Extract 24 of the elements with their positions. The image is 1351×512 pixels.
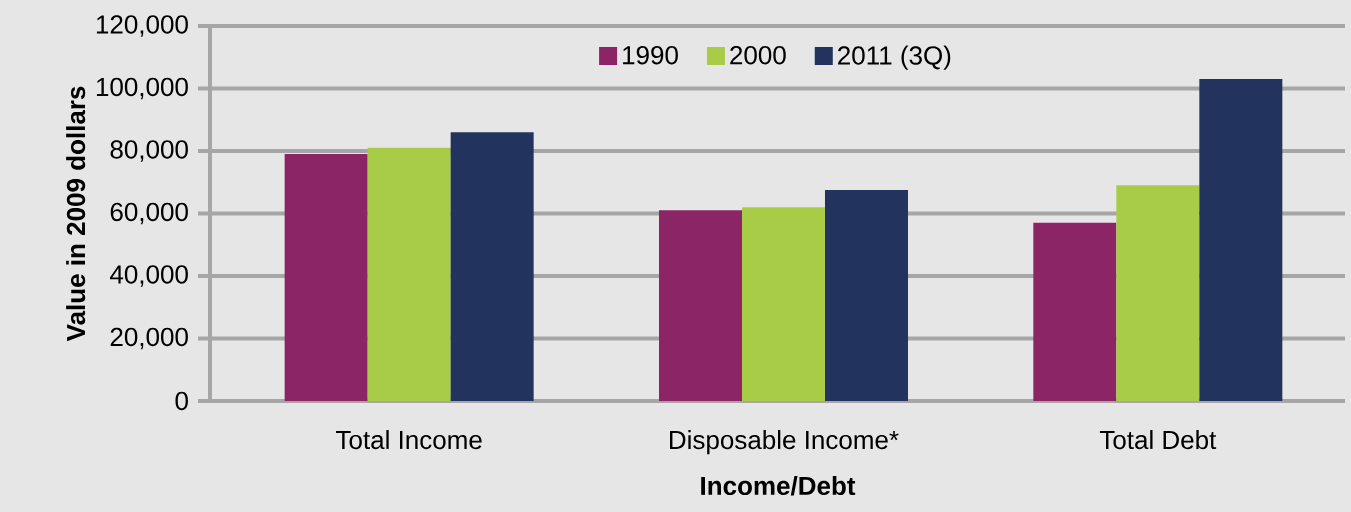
y-axis-title: Value in 2009 dollars <box>66 86 86 342</box>
bar <box>824 190 908 401</box>
y-tick-label: 120,000 <box>96 15 188 37</box>
y-tick-label: 40,000 <box>110 265 188 287</box>
bar <box>658 210 742 401</box>
bar <box>1116 185 1200 401</box>
legend-label: 1990 <box>623 45 678 65</box>
bar <box>1199 79 1283 401</box>
bar <box>367 147 451 401</box>
x-tick-label: Total Income <box>336 430 482 450</box>
y-tick-label: 60,000 <box>110 202 188 225</box>
bar <box>741 207 825 401</box>
bar <box>1033 222 1117 401</box>
y-tick-label: 100,000 <box>96 77 188 100</box>
x-axis-title: Income/Debt <box>701 476 856 496</box>
x-tick-label: Disposable Income* <box>670 430 899 455</box>
y-tick-label: 20,000 <box>110 327 188 350</box>
bar <box>450 132 534 401</box>
x-tick-label: Total Debt <box>1099 430 1217 450</box>
y-tick-label: 0 <box>175 391 188 411</box>
legend-label: 2011 (3Q) <box>838 45 951 70</box>
y-tick-label: 80,000 <box>110 140 188 162</box>
legend-label: 2000 <box>730 45 786 65</box>
bar <box>284 154 368 401</box>
